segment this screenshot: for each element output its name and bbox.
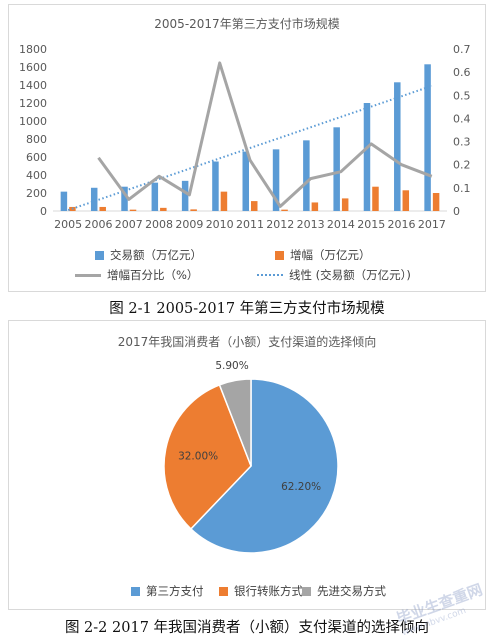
pie-data-label: 62.20% — [281, 481, 321, 493]
pie-slice — [218, 378, 252, 467]
bar-increase — [190, 209, 197, 211]
bar-volume — [60, 191, 68, 211]
x-tick-label: 2012 — [266, 218, 294, 231]
legend-item-trendline: 线性 (交易额（万亿元）) — [257, 267, 411, 283]
figure-1-caption: 图 2-1 2005-2017 年第三方支付市场规模 — [109, 301, 385, 317]
bar-volume — [242, 151, 249, 211]
legend-swatch — [95, 250, 104, 260]
bar-volume — [181, 180, 189, 211]
x-tick-label: 2013 — [297, 218, 325, 231]
legend-swatch — [257, 274, 283, 276]
y-tick-label: 1400 — [19, 79, 47, 92]
bar-increase — [432, 193, 440, 211]
bar-volume — [272, 149, 280, 211]
y-tick-label: 400 — [26, 169, 47, 182]
y-tick-label: 600 — [26, 151, 47, 164]
x-tick-label: 2010 — [206, 218, 234, 231]
bar-increase — [220, 191, 228, 211]
legend-label: 银行转账方式 — [234, 584, 303, 598]
y2-tick-label: 0.3 — [453, 136, 471, 149]
bar-volume — [121, 186, 128, 211]
chart-2-title: 2017年我国消费者（小额）支付渠道的选择倾向 — [117, 335, 377, 349]
legend-item-volume: 交易额（万亿元） — [95, 247, 202, 263]
chart-1-plot: 0 200 400 600 800 1000 1200 1400 1600 1800 0 0.1 0.2… — [19, 43, 471, 231]
bar-increase — [99, 206, 106, 211]
bar-volume — [90, 187, 98, 211]
x-tick-label: 2006 — [84, 218, 112, 231]
y-tick-label: 1200 — [19, 97, 47, 110]
chart-1-title: 2005-2017年第三方支付市场规模 — [154, 17, 340, 31]
bar-increase — [160, 207, 167, 211]
bar-increase — [281, 209, 288, 211]
legend-swatch — [275, 250, 284, 260]
legend-label: 先进交易方式 — [317, 584, 386, 598]
x-tick-label: 2005 — [54, 218, 82, 231]
legend-swatch — [131, 586, 140, 596]
x-tick-label: 2016 — [388, 218, 416, 231]
bar-volume — [424, 64, 431, 211]
legend-swatch — [75, 273, 101, 277]
y-tick-label: 200 — [26, 187, 47, 200]
y-tick-label: 800 — [26, 133, 47, 146]
legend-label: 增幅百分比（%） — [107, 268, 199, 282]
legend-label: 交易额（万亿元） — [110, 248, 202, 262]
x-tick-label: 2011 — [236, 218, 264, 231]
bar-increase — [251, 201, 258, 211]
pie-data-label: 5.90% — [215, 360, 248, 372]
y-tick-label: 1800 — [19, 43, 47, 56]
bar-increase — [402, 190, 410, 211]
x-tick-label: 2007 — [115, 218, 143, 231]
chart-2-panel: 2017年我国消费者（小额）支付渠道的选择倾向 62.20% 32.00% 5.90… — [8, 320, 486, 610]
legend-swatch — [302, 586, 311, 596]
pie-slice — [189, 378, 339, 554]
line-growth-rate — [97, 61, 433, 208]
x-tick-label: 2015 — [357, 218, 385, 231]
pie-data-label: 32.00% — [178, 451, 218, 463]
y2-tick-label: 0 — [453, 205, 460, 218]
bar-volume — [333, 127, 340, 211]
bar-increase — [311, 202, 319, 211]
legend-item-increase: 增幅（万亿元） — [275, 247, 371, 263]
bar-volume — [151, 182, 159, 211]
legend-label: 第三方支付 — [146, 584, 204, 598]
legend-swatch — [219, 586, 228, 596]
bar-volume — [363, 103, 371, 211]
bar-increase — [372, 186, 379, 211]
y2-tick-label: 0.2 — [453, 159, 471, 172]
y2-tick-label: 0.5 — [453, 89, 471, 102]
legend-item-advanced: 先进交易方式 — [302, 583, 386, 599]
y-tick-label: 0 — [40, 205, 47, 218]
trendline-volume — [67, 84, 433, 212]
bar-volume — [394, 82, 401, 211]
y2-tick-label: 0.1 — [453, 182, 471, 195]
legend-item-bank-transfer: 银行转账方式 — [219, 583, 303, 599]
x-tick-label: 2008 — [145, 218, 173, 231]
chart-2-plot: 62.20% 32.00% 5.90% — [163, 360, 339, 554]
y-tick-label: 1600 — [19, 61, 47, 74]
x-tick-label: 2009 — [175, 218, 203, 231]
figure-2-caption: 图 2-2 2017 年我国消费者（小额）支付渠道的选择倾向 — [64, 620, 430, 636]
legend-label: 线性 (交易额（万亿元）) — [289, 268, 411, 282]
bar-volume — [303, 140, 310, 211]
legend-item-third-party: 第三方支付 — [131, 583, 204, 599]
x-tick-label: 2014 — [327, 218, 355, 231]
y-tick-label: 1000 — [19, 115, 47, 128]
y2-tick-label: 0.6 — [453, 66, 471, 79]
x-tick-label: 2017 — [418, 218, 446, 231]
bar-volume — [212, 161, 219, 211]
bar-increase — [341, 198, 349, 211]
pie-slice — [163, 383, 252, 530]
y2-tick-label: 0.7 — [453, 43, 471, 56]
chart-1-panel: 2005-2017年第三方支付市场规模 0 200 400 600 800 1000 120… — [8, 4, 486, 292]
legend-item-growth-rate: 增幅百分比（%） — [75, 267, 198, 283]
y2-tick-label: 0.4 — [453, 112, 471, 125]
bar-increase — [129, 209, 137, 211]
legend-label: 增幅（万亿元） — [290, 248, 371, 262]
